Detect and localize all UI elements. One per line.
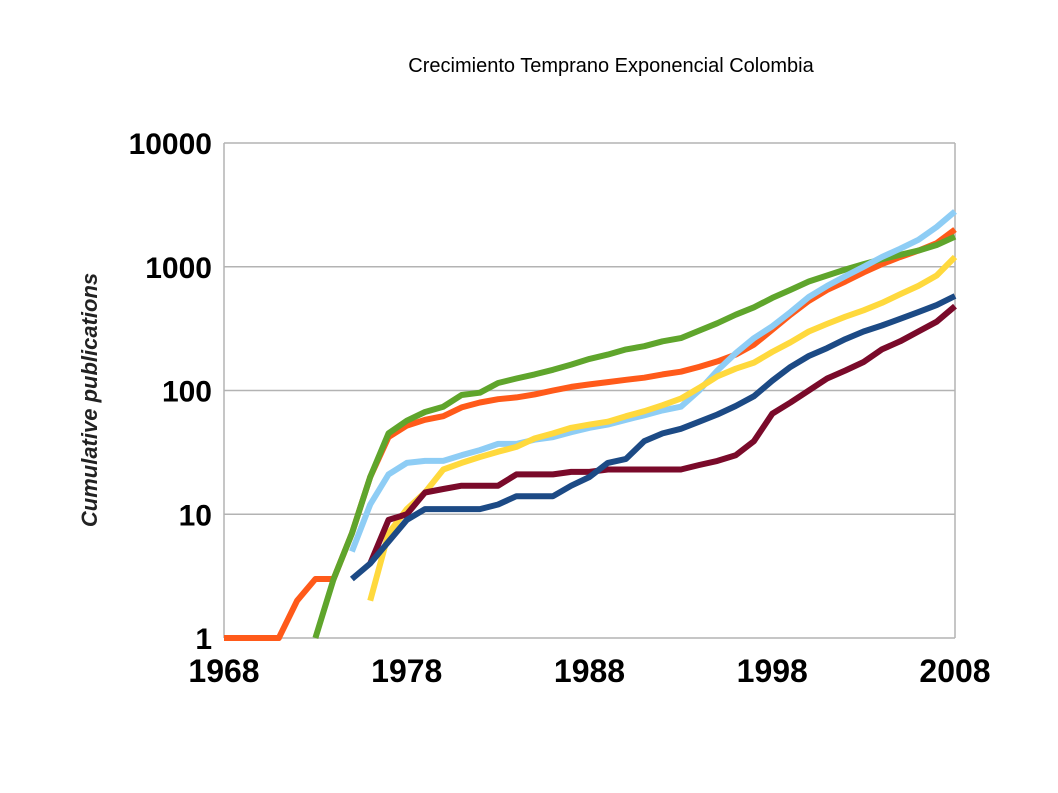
x-tick-label-1998: 1998: [737, 653, 808, 689]
series-group: [224, 209, 958, 641]
x-tick-label-1988: 1988: [554, 653, 625, 689]
series-line-2: [312, 233, 957, 639]
series-line-6: [349, 293, 957, 582]
x-tick-label-1968: 1968: [188, 653, 259, 689]
x-tick-label-1978: 1978: [371, 653, 442, 689]
y-tick-label-10000: 10000: [129, 128, 212, 161]
plot-frame: [223, 143, 956, 638]
x-tick-label-2008: 2008: [919, 653, 990, 689]
chart-title: Crecimiento Temprano Exponencial Colombi…: [408, 55, 814, 77]
x-tick-labels: 1968 1978 1988 1998 2008: [188, 653, 990, 689]
grid: [224, 142, 955, 639]
y-axis-label: Cumulative publications: [77, 273, 102, 527]
y-tick-labels: 1 10 100 1000 10000: [129, 128, 212, 656]
series-line-4: [367, 254, 958, 602]
y-tick-label-100: 100: [162, 376, 212, 409]
y-tick-label-10: 10: [179, 499, 212, 532]
y-tick-label-1: 1: [195, 623, 212, 656]
series-line-3: [349, 209, 957, 553]
series-line-5: [367, 303, 957, 565]
y-tick-label-1000: 1000: [145, 252, 212, 285]
